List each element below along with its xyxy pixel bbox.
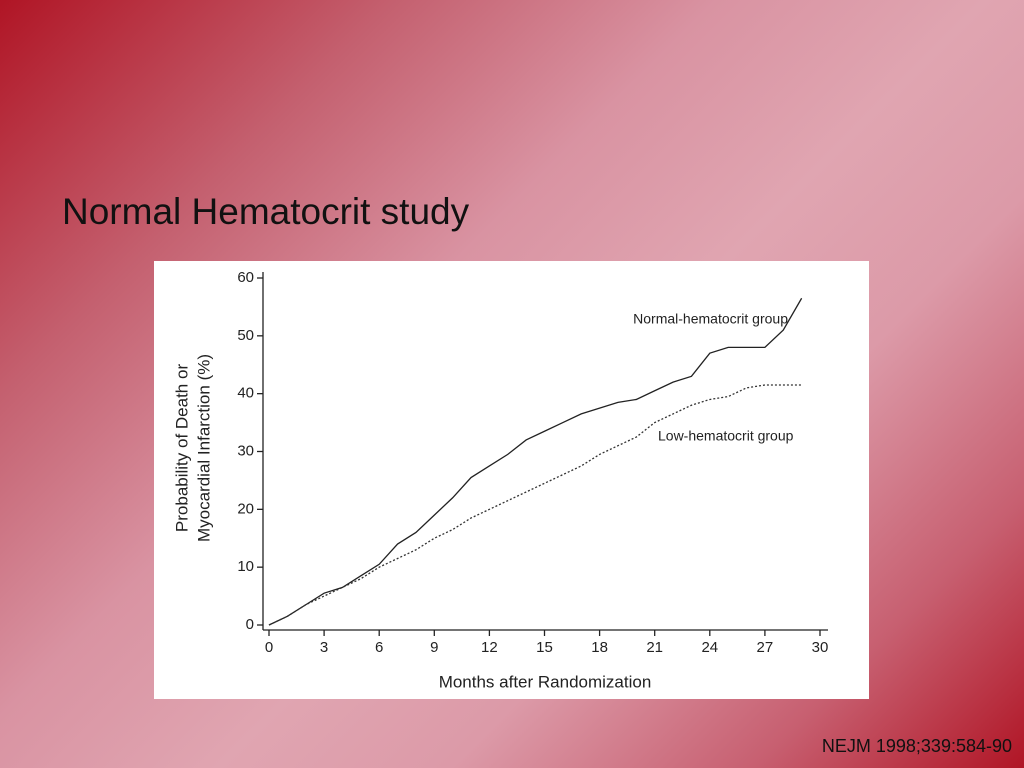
- x-tick-label: 12: [481, 639, 498, 656]
- y-axis-label-line: Probability of Death or: [172, 364, 191, 533]
- x-tick-label: 24: [701, 639, 718, 656]
- y-tick-label: 60: [237, 269, 254, 286]
- x-tick-label: 27: [757, 639, 774, 656]
- series-label: Low-hematocrit group: [658, 428, 794, 444]
- slide-title: Normal Hematocrit study: [62, 191, 470, 232]
- x-tick-label: 30: [812, 639, 829, 656]
- y-tick-label: 20: [237, 500, 254, 517]
- y-tick-label: 0: [246, 616, 254, 633]
- series-label: Normal-hematocrit group: [633, 311, 788, 327]
- citation: NEJM 1998;339:584-90: [822, 736, 1012, 756]
- y-axis-label: Probability of Death or Myocardial Infar…: [172, 354, 213, 542]
- x-tick-label: 3: [320, 639, 328, 656]
- x-tick-label: 18: [591, 639, 608, 656]
- x-tick-label: 0: [265, 639, 273, 656]
- x-tick-label: 6: [375, 639, 383, 656]
- chart-panel: [154, 261, 869, 699]
- series-line: [268, 384, 802, 626]
- x-axis-label: Months after Randomization: [439, 672, 652, 691]
- y-tick-label: 50: [237, 327, 254, 344]
- y-tick-label: 30: [237, 442, 254, 459]
- x-tick-label: 21: [646, 639, 663, 656]
- x-tick-label: 9: [430, 639, 438, 656]
- y-tick-label: 40: [237, 385, 254, 402]
- x-tick-label: 15: [536, 639, 553, 656]
- y-tick-label: 10: [237, 558, 254, 575]
- y-axis-label-line: Myocardial Infarction (%): [194, 354, 213, 542]
- series-line: [268, 297, 803, 626]
